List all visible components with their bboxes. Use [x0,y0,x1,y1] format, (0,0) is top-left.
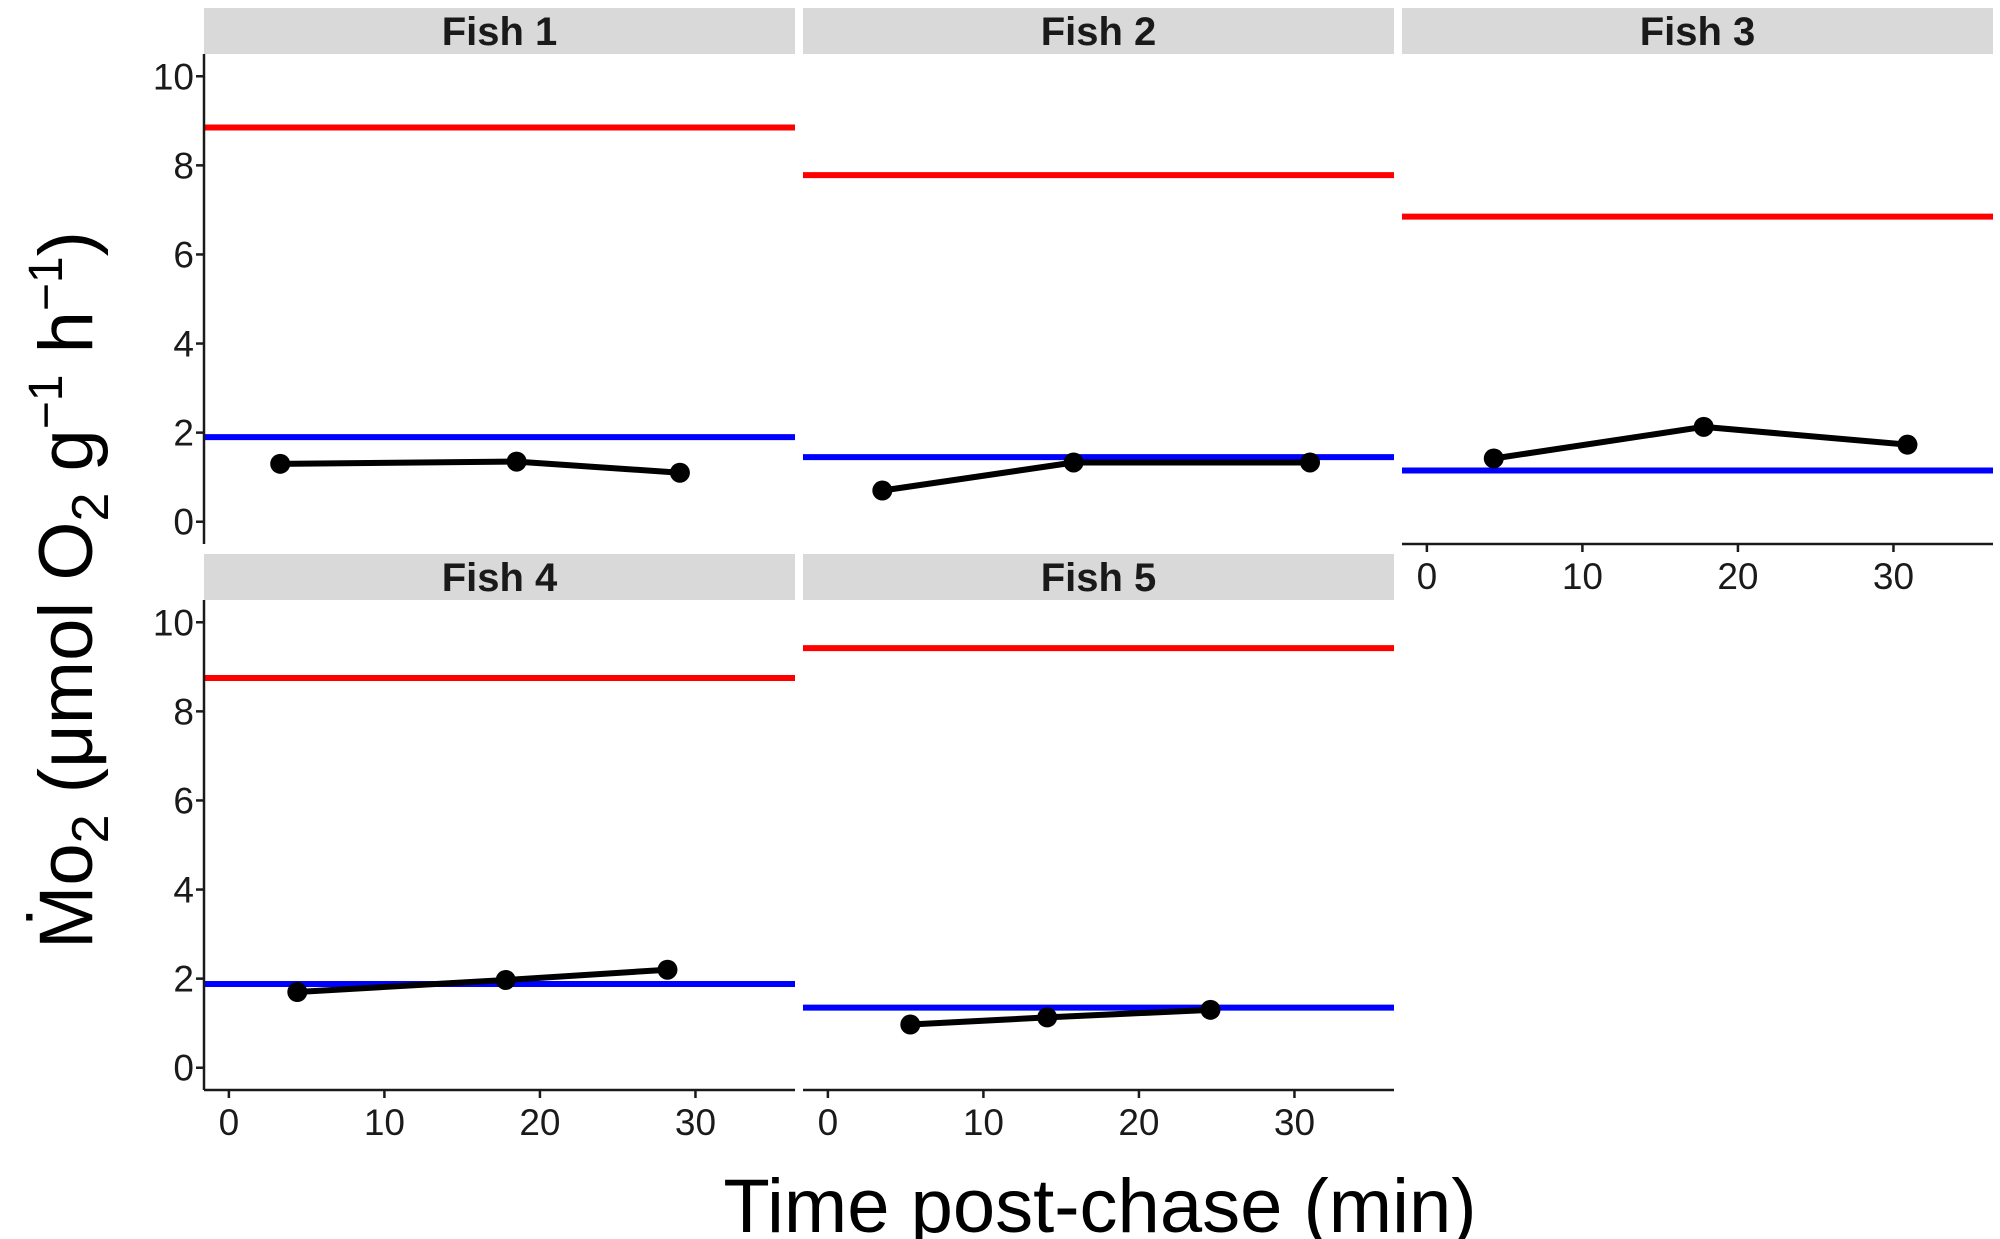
x-tick-label-fish-3: 20 [1717,556,1758,597]
y-tick-label-fish-4: 0 [173,1048,194,1089]
x-axis-title: Time post-chase (min) [723,1164,1476,1239]
x-tick-label-fish-5: 20 [1118,1102,1159,1143]
y-tick-label-fish-4: 8 [173,691,194,732]
y-tick-label-fish-1: 10 [153,56,194,97]
strip-label-fish-4: Fish 4 [442,556,558,600]
data-point-fish-3 [1483,448,1504,469]
data-point-fish-2 [872,480,893,501]
panel-fish-3: Fish 3 0 10 20 30 [1402,8,1993,597]
data-point-fish-1 [506,451,527,472]
x-tick-label-fish-4: 20 [519,1102,560,1143]
x-tick-label-fish-5: 10 [963,1102,1004,1143]
y-tick-label-fish-1: 4 [173,324,194,365]
x-tick-label-fish-5: 0 [818,1102,839,1143]
x-tick-label-fish-4: 30 [675,1102,716,1143]
strip-fish-5 [803,554,1394,600]
y-tick-label-fish-4: 6 [173,780,194,821]
strip-fish-2 [803,8,1394,54]
panel-fish-5: Fish 5 0 10 20 30 [803,554,1394,1143]
data-point-fish-1 [270,453,291,474]
y-tick-label-fish-1: 8 [173,145,194,186]
x-tick-label-fish-3: 30 [1873,556,1914,597]
strip-label-fish-3: Fish 3 [1640,10,1756,54]
y-tick-label-fish-4: 4 [173,870,194,911]
x-tick-label-fish-4: 10 [364,1102,405,1143]
strip-fish-4 [204,554,795,600]
strip-label-fish-1: Fish 1 [442,10,558,54]
panel-fish-4: Fish 4 0 2 4 6 8 10 0 10 20 30 [153,554,795,1143]
y-tick-label-fish-1: 2 [173,413,194,454]
series-line-fish-5 [910,1006,1211,1028]
data-point-fish-4 [495,969,516,990]
strip-fish-3 [1402,8,1993,54]
strip-fish-1 [204,8,795,54]
y-tick-label-fish-4: 10 [153,602,194,643]
y-axis-title: Ṁo2 (μmol O2 g−1 h−1) [20,231,120,949]
data-point-fish-4 [657,959,678,980]
y-tick-label-fish-1: 6 [173,234,194,275]
x-tick-label-fish-3: 10 [1562,556,1603,597]
panel-fish-1: Fish 1 0 2 4 6 8 10 [153,8,795,544]
data-point-fish-2 [1063,452,1084,473]
data-point-fish-3 [1693,416,1714,437]
panel-fish-2: Fish 2 [803,8,1394,501]
data-point-fish-5 [900,1014,921,1035]
x-tick-label-fish-5: 30 [1274,1102,1315,1143]
data-point-fish-4 [287,982,308,1002]
series-line-fish-2 [881,459,1311,494]
x-tick-label-fish-4: 0 [219,1102,240,1143]
y-tick-label-fish-4: 2 [173,959,194,1000]
data-point-fish-5 [1200,999,1221,1020]
x-tick-label-fish-3: 0 [1417,556,1438,597]
strip-label-fish-5: Fish 5 [1041,556,1157,600]
data-point-fish-3 [1897,434,1918,455]
data-point-fish-1 [669,462,690,483]
y-tick-label-fish-1: 0 [173,502,194,543]
series-line-fish-1 [280,458,681,476]
data-point-fish-2 [1300,452,1321,473]
data-point-fish-5 [1037,1007,1058,1028]
strip-label-fish-2: Fish 2 [1041,10,1157,54]
series-line-fish-4 [297,966,668,995]
